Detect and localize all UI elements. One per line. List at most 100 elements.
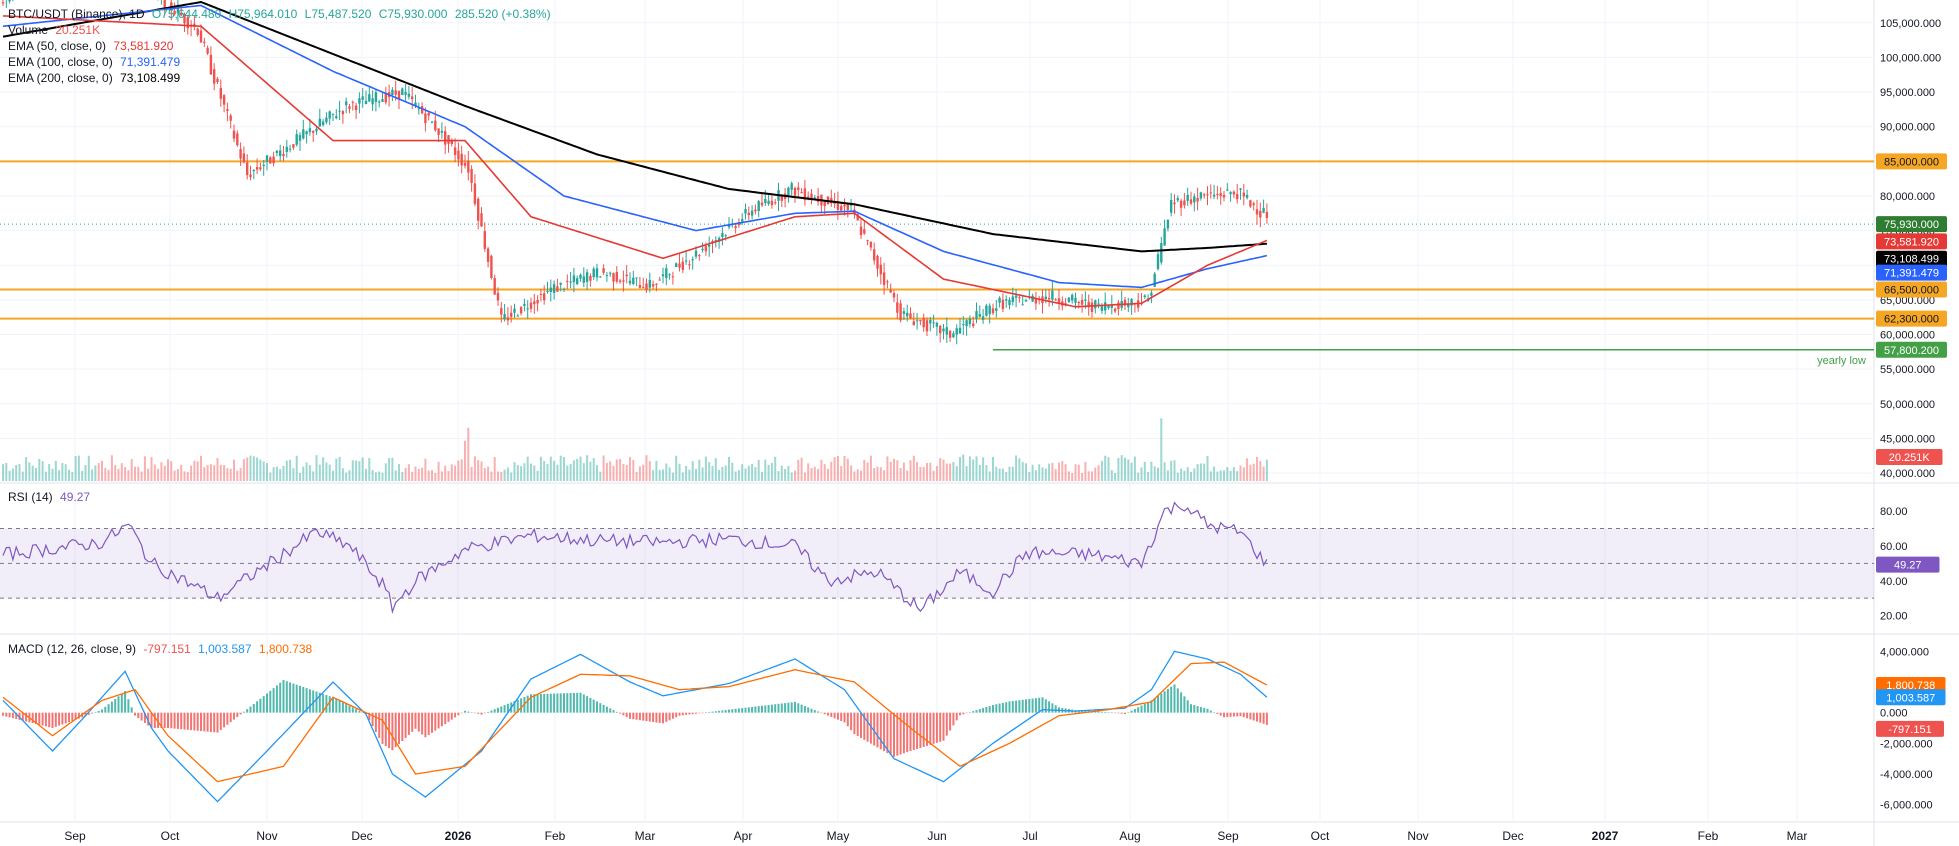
price-tick-label: 105,000.000: [1880, 18, 1941, 30]
volume-bar: [467, 427, 470, 481]
level-badge: 66,500.000: [1884, 284, 1939, 296]
macd-histogram-bar: [685, 712, 688, 715]
volume-bar: [711, 465, 714, 481]
macd-histogram-bar: [744, 707, 747, 713]
macd-histogram-bar: [731, 709, 734, 713]
x-axis-label: Mar: [1787, 829, 1808, 843]
candle-body: [813, 197, 816, 199]
volume-bar: [322, 457, 325, 481]
candle-body: [810, 193, 813, 200]
volume-bar: [787, 465, 790, 481]
volume-bar: [38, 458, 41, 481]
candle-body: [589, 276, 592, 281]
candle-body: [282, 153, 285, 157]
volume-bar: [751, 463, 754, 481]
volume-bar: [368, 458, 371, 481]
volume-bar: [503, 469, 506, 481]
macd-histogram-bar: [180, 712, 183, 730]
volume-bar: [579, 456, 582, 481]
ema50-value: 73,581.920: [113, 39, 174, 53]
macd-histogram-bar: [256, 701, 259, 713]
candle-body: [572, 275, 576, 283]
candle-body: [622, 280, 625, 282]
macd-histogram-bar: [1054, 705, 1057, 713]
macd-histogram-bar: [714, 711, 717, 713]
macd-histogram-bar: [1153, 698, 1156, 713]
x-axis-label: Dec: [351, 829, 372, 843]
volume-bar: [747, 465, 750, 481]
macd-histogram-bar: [262, 696, 265, 713]
candle-body: [232, 130, 236, 139]
macd-histogram-bar: [1097, 711, 1100, 713]
ema50-badge-bg: [1876, 233, 1947, 250]
volume-bar: [114, 464, 117, 481]
ema50-badge: 73,581.920: [1884, 236, 1939, 248]
volume-bar: [407, 464, 410, 481]
volume-bar: [780, 465, 783, 481]
volume-bar: [599, 471, 602, 481]
macd-histogram-bar: [830, 712, 833, 717]
candle-body: [658, 279, 661, 281]
ema200-row: EMA (200, close, 0) 73,108.499: [8, 70, 551, 86]
macd-histogram-bar: [1236, 712, 1239, 717]
macd-histogram-bar: [681, 712, 684, 716]
candle-body: [836, 201, 840, 210]
volume-bar: [167, 459, 169, 481]
macd-histogram-bar: [269, 690, 272, 713]
macd-tick-label: -2,000.000: [1880, 738, 1933, 750]
volume-bar: [827, 468, 829, 481]
candle-body: [213, 69, 216, 84]
candle-body: [1196, 197, 1199, 202]
rsi-value: 49.27: [60, 490, 91, 504]
volume-bar: [955, 466, 958, 481]
macd-histogram-bar: [1249, 712, 1252, 720]
candle-body: [1245, 194, 1249, 198]
macd-histogram-bar: [846, 712, 849, 727]
macd-histogram-bar: [820, 712, 823, 714]
macd-histogram-bar: [1259, 712, 1262, 723]
macd-histogram-bar: [823, 712, 826, 715]
candle-body: [1034, 298, 1038, 304]
candle-body: [638, 284, 642, 288]
macd-histogram-bar: [431, 712, 433, 733]
volume-bar: [902, 462, 905, 481]
volume-bar: [1081, 472, 1084, 481]
macd-histogram-bar: [546, 693, 549, 713]
macd-histogram-bar: [239, 712, 242, 715]
macd-histogram-bar: [285, 681, 288, 713]
volume-bar: [602, 455, 605, 481]
macd-histogram-bar: [236, 712, 239, 717]
macd-histogram-bar: [704, 712, 707, 713]
candle-body: [259, 167, 262, 170]
macd-histogram-bar: [407, 712, 410, 735]
volume-bar: [434, 472, 437, 481]
candle-body: [846, 204, 849, 210]
candle-body: [764, 198, 767, 203]
volume-bar: [1239, 465, 1242, 481]
macd-histogram-bar: [592, 699, 595, 713]
candle-body: [176, 8, 180, 14]
volume-bar: [157, 468, 160, 481]
volume-bar: [992, 457, 994, 481]
volume-bar: [919, 466, 922, 481]
volume-bar: [1206, 456, 1209, 481]
candle-body: [863, 229, 866, 234]
macd-histogram-bar: [1107, 712, 1110, 713]
candle-body: [909, 313, 912, 319]
candle-body: [407, 93, 411, 97]
volume-bar: [404, 467, 407, 481]
candle-body: [1097, 303, 1100, 305]
candle-body: [998, 297, 1001, 303]
volume-bar: [1183, 470, 1186, 481]
candle-body: [882, 272, 886, 285]
volume-bar: [163, 465, 166, 481]
macd-histogram-bar: [734, 708, 737, 713]
macd-histogram-bar: [1034, 698, 1037, 713]
volume-bar: [289, 459, 292, 481]
candle-body: [585, 272, 589, 282]
macd-histogram-bar: [1176, 688, 1179, 713]
candle-body: [605, 275, 609, 277]
candle-body: [1011, 296, 1014, 302]
macd-histogram-bar: [460, 712, 463, 714]
